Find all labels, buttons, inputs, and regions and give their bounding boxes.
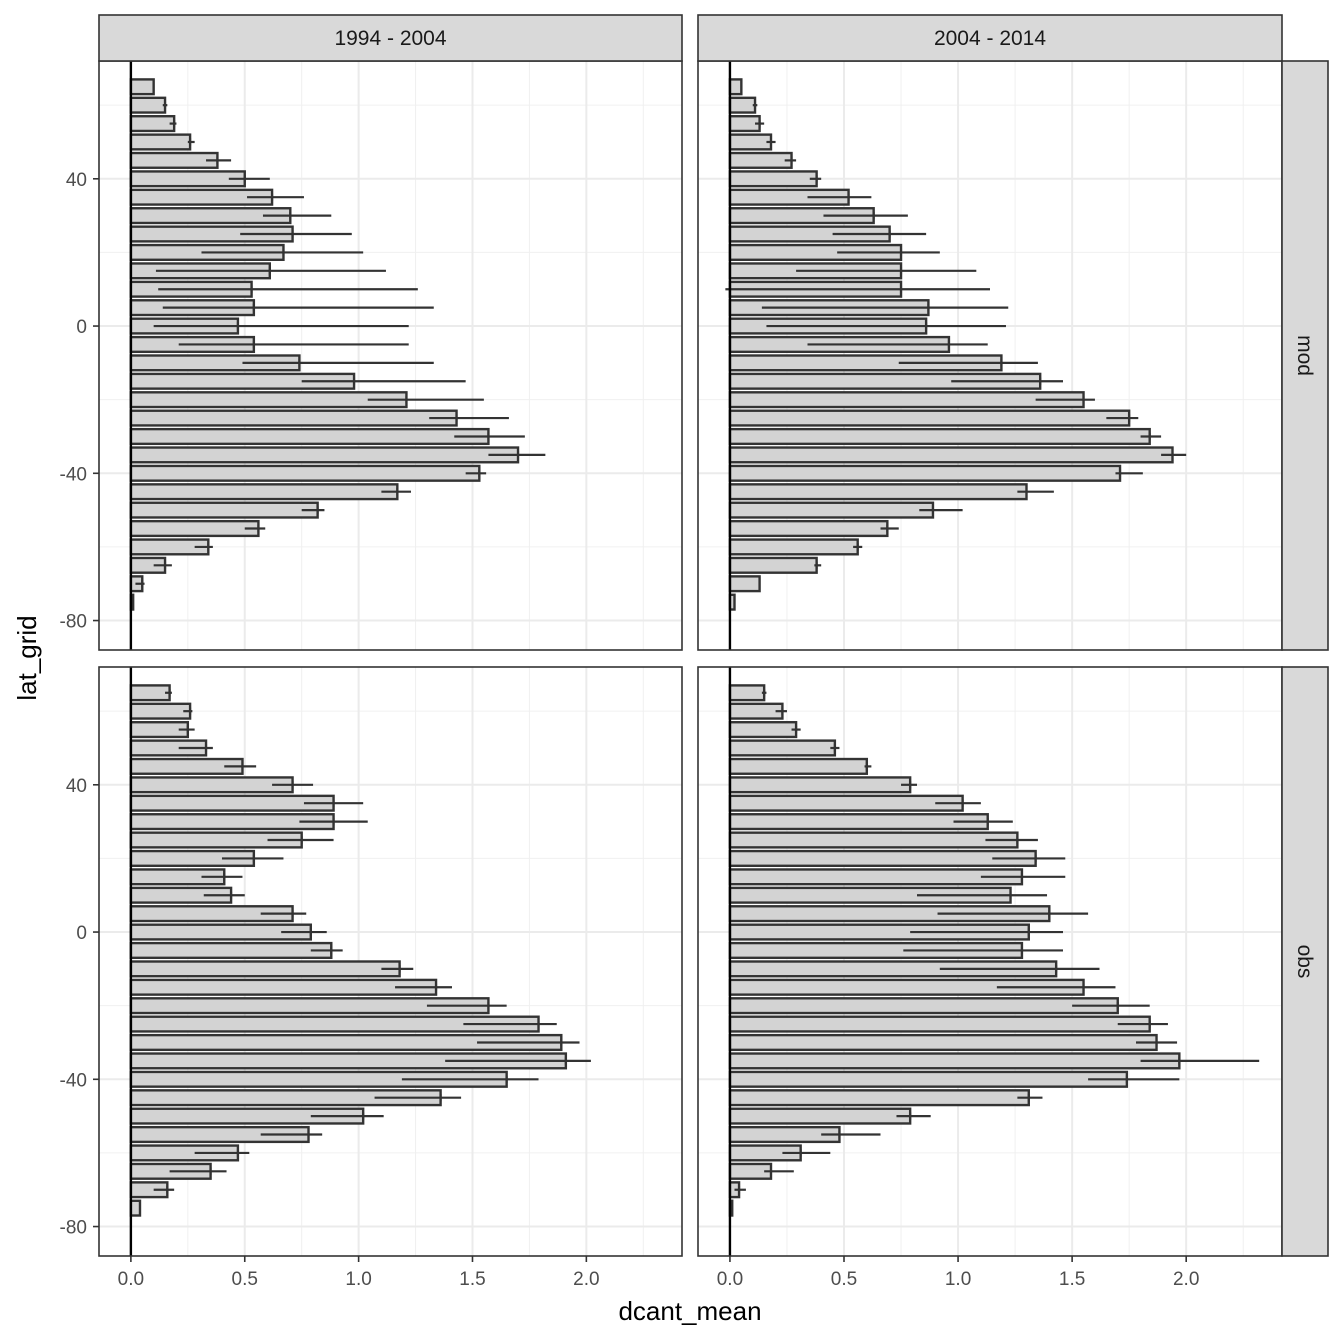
y-tick-label: 40 <box>66 170 87 191</box>
column-strip-label: 1994 - 2004 <box>334 27 446 50</box>
bar <box>728 556 818 574</box>
x-tick-label: 0.5 <box>232 1269 258 1290</box>
bar <box>728 831 1019 849</box>
bar <box>728 409 1131 427</box>
bar <box>129 464 481 482</box>
row-strip-label: obs <box>1293 945 1316 979</box>
bar <box>728 538 859 556</box>
bar <box>728 684 766 702</box>
bar <box>728 849 1037 867</box>
x-tick-label: 2.0 <box>573 1269 599 1290</box>
bar <box>728 813 989 831</box>
bar <box>728 483 1028 501</box>
column-strip <box>697 14 1283 62</box>
bar <box>129 941 333 960</box>
x-tick-label: 0.5 <box>831 1269 857 1290</box>
bar <box>129 170 246 188</box>
panel-mod-1 <box>697 60 1283 651</box>
bar <box>728 757 869 775</box>
panel-border <box>98 666 683 1257</box>
y-axis-title: lat_grid <box>12 615 42 700</box>
y-tick-label: 0 <box>76 923 87 944</box>
panel-mod-0 <box>98 60 683 651</box>
y-tick-label: -80 <box>60 612 87 633</box>
bar <box>129 519 260 538</box>
error-bars <box>153 689 591 1194</box>
bar <box>728 575 761 593</box>
bar <box>129 391 408 409</box>
y-tick-label: -40 <box>60 1070 87 1091</box>
x-tick-label: 1.5 <box>459 1269 485 1290</box>
error-bars <box>734 689 1260 1194</box>
bar <box>728 1015 1151 1033</box>
bar <box>129 794 335 812</box>
bar <box>129 409 458 427</box>
bar <box>728 427 1151 446</box>
bar <box>129 702 192 720</box>
bar <box>728 1070 1129 1088</box>
bar <box>728 501 935 519</box>
error-bars <box>725 101 1187 570</box>
bar <box>129 427 490 446</box>
bar <box>129 78 155 96</box>
column-strip-label: 2004 - 2014 <box>934 27 1046 50</box>
bar <box>728 702 784 720</box>
bar <box>728 721 798 739</box>
x-axis-title: dcant_mean <box>618 1296 761 1326</box>
bar <box>728 776 912 794</box>
column-strip <box>98 14 683 62</box>
axes-layer: -80 -40 0 40 -80 -40 0 40 0.0 0.5 1.0 1.5 2.0 0.0 0.5 1… <box>60 170 1200 1290</box>
bar <box>728 391 1085 409</box>
bar <box>129 978 438 996</box>
bar <box>728 1033 1158 1052</box>
bar <box>129 446 520 464</box>
bar <box>129 96 167 114</box>
bar <box>728 739 837 757</box>
bar <box>728 151 793 169</box>
bar <box>129 960 401 978</box>
bar <box>728 96 757 114</box>
bar <box>728 519 889 538</box>
panel-obs-1 <box>697 666 1283 1257</box>
bar <box>129 501 319 519</box>
bar <box>728 133 773 151</box>
bar <box>728 1089 1030 1107</box>
bar <box>129 684 171 702</box>
y-tick-label: 40 <box>66 776 87 797</box>
bar <box>728 1052 1181 1070</box>
bar <box>728 997 1119 1015</box>
panel-obs-0 <box>98 666 683 1257</box>
bar <box>728 464 1122 482</box>
y-tick-label: -80 <box>60 1218 87 1239</box>
x-tick-label: 1.0 <box>345 1269 371 1290</box>
bar <box>728 78 743 96</box>
x-tick-label: 0.0 <box>118 1269 144 1290</box>
row-strip <box>1281 666 1329 1257</box>
bar <box>129 776 294 794</box>
x-tick-label: 2.0 <box>1173 1269 1199 1290</box>
x-tick-label: 0.0 <box>717 1269 743 1290</box>
panels-layer <box>98 60 1283 1257</box>
strips-layer: 1994 - 2004 2004 - 2014 mod obs <box>98 14 1329 1257</box>
bar <box>129 133 192 151</box>
row-strip <box>1281 60 1329 651</box>
y-tick-label: -40 <box>60 464 87 485</box>
bar <box>129 115 176 133</box>
x-tick-label: 1.5 <box>1059 1269 1085 1290</box>
row-strip-label: mod <box>1293 335 1316 376</box>
error-bars <box>135 101 546 588</box>
bar <box>129 151 219 169</box>
bar <box>129 1199 142 1217</box>
bar <box>129 483 399 501</box>
bar <box>728 446 1174 464</box>
bar <box>728 1107 912 1125</box>
bar <box>728 794 964 812</box>
y-tick-label: 0 <box>76 317 87 338</box>
bar <box>728 170 818 188</box>
x-tick-label: 1.0 <box>945 1269 971 1290</box>
bar <box>728 868 1024 886</box>
